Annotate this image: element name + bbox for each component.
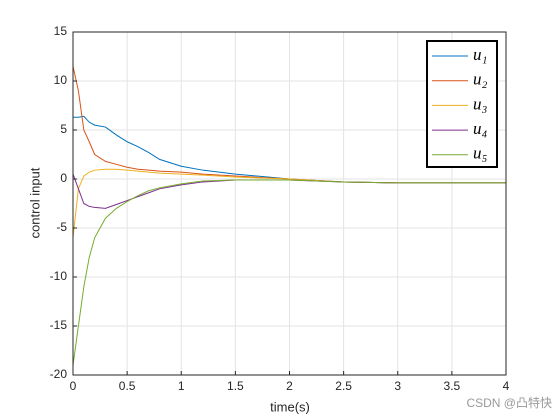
x-tick-label: 0 — [70, 379, 77, 393]
x-tick-label: 1.5 — [227, 379, 244, 393]
x-tick-label: 1 — [178, 379, 185, 393]
legend-label: u₄ — [473, 119, 488, 138]
y-tick-label: -15 — [50, 318, 68, 332]
legend-label: u₂ — [473, 70, 488, 89]
y-tick-label: 15 — [54, 24, 68, 38]
legend-label: u₅ — [473, 144, 488, 163]
legend-label: u₁ — [473, 45, 487, 64]
x-tick-label: 0.5 — [119, 379, 136, 393]
series-line — [72, 179, 506, 366]
legend-label: u₃ — [473, 94, 488, 113]
x-tick-label: 2 — [286, 379, 293, 393]
plot-lines — [72, 66, 506, 366]
y-tick-label: 5 — [60, 122, 67, 136]
y-tick-label: -5 — [56, 220, 67, 234]
x-tick-label: 2.5 — [335, 379, 352, 393]
x-tick-label: 3.5 — [444, 379, 461, 393]
y-axis-label: control input — [27, 167, 42, 238]
y-tick-label: -10 — [50, 269, 68, 283]
legend-box — [426, 40, 498, 168]
legend: u₁ u₂ u₃ u₄ u₅ — [426, 40, 498, 168]
y-tick-label: -20 — [50, 367, 68, 381]
y-tick-label: 0 — [60, 171, 67, 185]
ticks: 0 0.5 1 1.5 2 2.5 3 3.5 4 -20 -15 -10 -5 0 5 10 15 — [50, 24, 510, 393]
watermark: CSDN @凸特快 — [466, 395, 552, 410]
x-tick-label: 4 — [503, 379, 510, 393]
x-tick-label: 3 — [394, 379, 401, 393]
y-tick-label: 10 — [54, 73, 68, 87]
x-axis-label: time(s) — [270, 399, 310, 414]
